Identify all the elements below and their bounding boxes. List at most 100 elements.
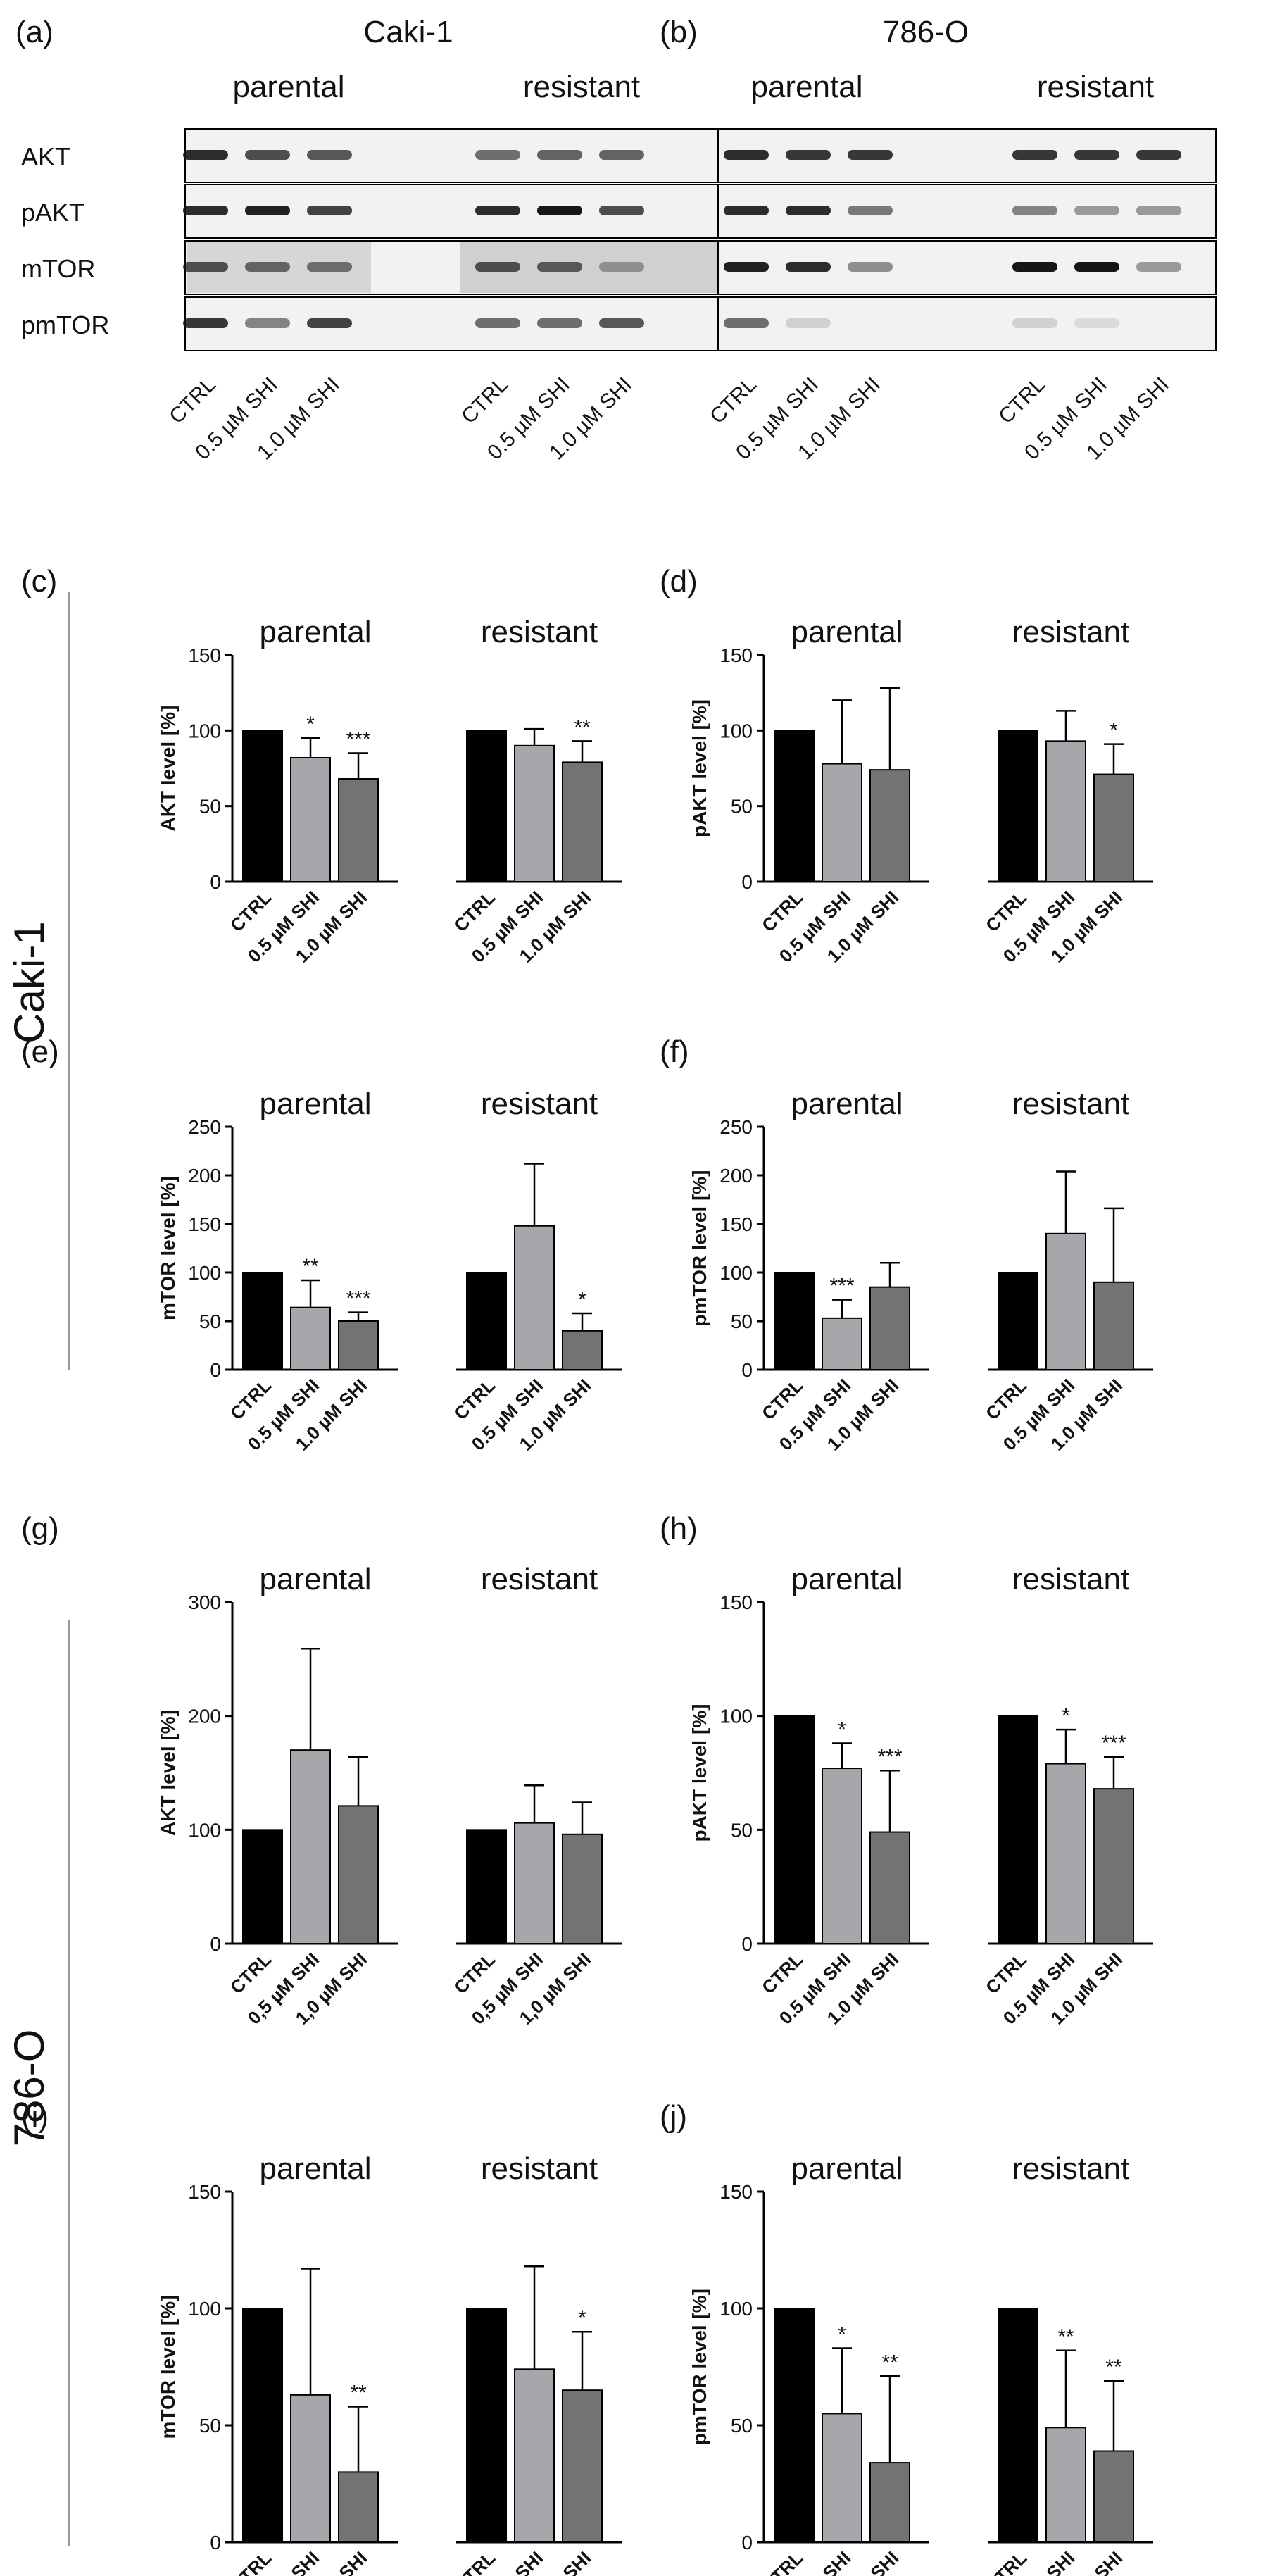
significance-marker: * (838, 1718, 846, 1741)
group-label: resistant (1012, 615, 1129, 649)
bar (242, 2308, 283, 2543)
bar (514, 1225, 555, 1371)
x-tick-label: CTRL (226, 2547, 275, 2576)
blot-lane-label: CTRL (457, 373, 513, 429)
bar (1093, 773, 1134, 882)
significance-marker: * (578, 1288, 586, 1311)
y-tick-label: 100 (720, 2298, 753, 2320)
y-axis-label: AKT level [%] (157, 706, 179, 832)
group-label: parental (259, 1562, 371, 1596)
bar (290, 756, 331, 883)
bar (290, 2394, 331, 2544)
group-label: parental (259, 615, 371, 649)
blot-panel-letter: (b) (660, 15, 698, 49)
y-tick-label: 250 (720, 1116, 753, 1138)
bar (869, 2462, 910, 2544)
y-tick-label: 300 (188, 1592, 221, 1613)
bar-chart-panel: (g) 0 100 200 300 AKT level [%] parental resist… (21, 1511, 622, 2029)
bar (514, 2368, 555, 2544)
bar (1093, 1788, 1134, 1944)
bar (869, 1286, 910, 1370)
bar (822, 1317, 862, 1370)
blot-band (786, 318, 831, 328)
y-axis-label: mTOR level [%] (157, 1176, 179, 1320)
bar (998, 730, 1038, 883)
bar (1045, 2427, 1086, 2544)
y-tick-label: 0 (210, 1933, 221, 1955)
y-tick-label: 150 (188, 644, 221, 666)
y-tick-label: 250 (188, 1116, 221, 1138)
significance-marker: *** (346, 1287, 370, 1311)
y-tick-label: 200 (188, 1165, 221, 1187)
y-tick-label: 0 (741, 871, 753, 893)
blot-band (786, 150, 831, 160)
bar-chart-panel: (e) 0 50 100 150 200 250 mTOR level [%] parental… (21, 1034, 622, 1455)
y-tick-label: 50 (199, 1311, 221, 1332)
y-tick-label: 0 (741, 1359, 753, 1381)
blot-band (183, 262, 228, 272)
blot-band (1136, 206, 1181, 215)
blot-band (537, 150, 582, 160)
blot-band (475, 262, 520, 272)
significance-marker: ** (1057, 2325, 1074, 2349)
blot-lane-label: CTRL (994, 373, 1050, 429)
group-label: parental (791, 615, 903, 649)
blot-group-label: parental (232, 70, 344, 104)
blot-band (724, 318, 769, 328)
blot-cell-line-title: Caki-1 (363, 15, 453, 49)
y-tick-label: 150 (188, 1213, 221, 1235)
blot-band (475, 206, 520, 215)
group-label: parental (791, 2151, 903, 2186)
blot-band (1074, 150, 1119, 160)
chart-panel-letter: (c) (21, 564, 57, 599)
y-tick-label: 0 (210, 2532, 221, 2553)
blot-row-label: mTOR (21, 254, 95, 283)
bar-chart-panel: (h) 0 50 100 150 pAKT level [%] parental resist… (660, 1511, 1153, 2029)
y-tick-label: 100 (188, 1262, 221, 1284)
y-tick-label: 0 (210, 871, 221, 893)
y-axis-label: AKT level [%] (157, 1710, 179, 1836)
bar (869, 769, 910, 882)
x-tick-label: CTRL (981, 2547, 1031, 2576)
bar-chart-panel: (c) 0 50 100 150 AKT level [%] parental resista… (21, 564, 622, 967)
bar-chart-panel: (f) 0 50 100 150 200 250 pmTOR level [%] parenta… (660, 1034, 1153, 1455)
blot-band (537, 318, 582, 328)
bar (466, 730, 507, 883)
y-tick-label: 100 (188, 2298, 221, 2320)
blot-band (245, 318, 290, 328)
blot-strip (717, 296, 1217, 351)
blot-band (848, 206, 893, 215)
blot-band (1074, 206, 1119, 215)
bar-chart-section: (c) 0 50 100 150 AKT level [%] parental resista… (21, 564, 1153, 2576)
bar (290, 1306, 331, 1371)
y-tick-label: 50 (731, 796, 753, 818)
y-axis-label: pmTOR level [%] (689, 2289, 710, 2445)
y-axis-label: pAKT level [%] (689, 699, 710, 837)
chart-panel-letter: (d) (660, 564, 698, 599)
bar (822, 2413, 862, 2543)
side-label-caki: Caki-1 (6, 921, 53, 1043)
group-label: resistant (481, 2151, 598, 2186)
blot-band (307, 318, 352, 328)
bar (466, 1829, 507, 1944)
group-label: resistant (481, 1087, 598, 1121)
bar (998, 2308, 1038, 2543)
blot-group-label: resistant (1037, 70, 1154, 104)
y-tick-label: 0 (741, 2532, 753, 2553)
group-label: parental (259, 1087, 371, 1121)
blot-band (307, 150, 352, 160)
bar (1045, 1232, 1086, 1371)
bar (774, 1272, 815, 1370)
bar (466, 2308, 507, 2543)
blot-band (245, 150, 290, 160)
bar (822, 763, 862, 883)
side-labels: Caki-1 786-O (6, 592, 70, 2546)
y-axis-label: pAKT level [%] (689, 1703, 710, 1842)
y-tick-label: 200 (720, 1165, 753, 1187)
blot-band (724, 262, 769, 272)
blot-band (537, 262, 582, 272)
x-tick-label: CTRL (758, 2547, 807, 2576)
blot-band (307, 206, 352, 215)
chart-panel-letter: (h) (660, 1511, 698, 1546)
